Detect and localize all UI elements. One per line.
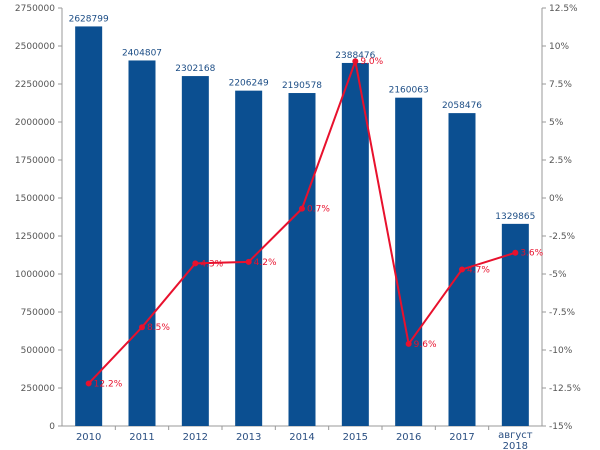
y-left-tick-label: 2000000 [15,118,55,128]
growth-value-label: 9.0% [360,57,383,67]
growth-value-label: 4.2% [254,258,277,268]
x-tick-label: август 2018 [498,430,533,450]
y-left-tick-label: 2250000 [15,80,55,90]
y-left-tick-label: 2750000 [15,4,55,14]
bar [235,90,263,427]
growth-value-label: 9.6% [414,340,437,350]
bar-value-label: 2206249 [229,79,269,89]
y-right-tick-label: -2.5% [549,232,576,242]
bar [395,97,423,427]
chart-axes: 0 250000 500000 750000 1000000 1250000 1500000… [15,4,581,450]
y-right-tick-label: -15% [549,422,573,432]
bar [128,60,156,427]
bar-value-label: 2058476 [442,101,482,111]
bar-value-label: 2190578 [282,81,322,91]
growth-value-label: 0.7% [307,205,330,215]
y-right-tick-label: 12.5% [549,4,578,14]
growth-value-label: 8.5% [147,323,170,333]
x-tick-label: 2015 [343,432,368,443]
x-tick-label: 2012 [183,432,208,443]
bar-value-label: 2388476 [335,51,375,61]
y-left-tick-label: 1750000 [15,156,55,166]
bar [288,93,316,427]
y-left-tick-label: 1500000 [15,194,55,204]
growth-point [352,58,359,65]
line-series [85,57,519,387]
bar [75,26,103,427]
bar-value-label: 1329865 [495,212,535,222]
bar-value-label: 2628799 [69,14,109,24]
y-left-tick-label: 500000 [21,346,56,356]
y-right-tick-label: 10% [549,42,569,52]
growth-point [459,266,465,273]
x-tick-label: 2013 [236,432,261,443]
growth-value-label: 4.3% [200,259,223,269]
growth-value-label: 12.2% [94,379,123,389]
bar-value-label: 2302168 [175,64,215,74]
growth-point [245,258,252,265]
data-labels: 2628799 2404807 2302168 2206249 2190578 23884… [69,14,544,389]
y-left-tick-label: 1000000 [15,270,55,280]
growth-point [139,324,145,331]
growth-point [85,380,92,387]
y-left-tick-label: 1250000 [15,232,55,242]
y-right-tick-label: 7.5% [549,80,572,90]
bar [341,62,369,426]
y-right-tick-label: -10% [549,346,573,356]
bar-value-label: 2160063 [389,86,429,96]
bar-series [75,26,529,427]
bar [181,76,209,426]
growth-point [299,205,305,212]
y-right-tick-label: -5% [549,270,567,280]
y-right-tick-label: 0% [549,194,564,204]
y-left-tick-label: 2500000 [15,42,55,52]
x-tick-label: 2014 [289,432,314,443]
x-tick-label: 2010 [76,432,101,443]
growth-value-label: 4.7% [467,265,490,275]
y-right-tick-label: 5% [549,118,564,128]
y-right-tick-label: 2.5% [549,156,572,166]
y-left-tick-label: 750000 [21,308,56,318]
growth-point [512,249,519,256]
growth-point [192,260,199,267]
y-left-tick-label: 250000 [21,384,56,394]
y-right-tick-label: -7.5% [549,308,576,318]
y-left-tick-label: 0 [49,422,55,432]
x-tick-label: 2011 [129,432,154,443]
x-tick-label: 2016 [396,432,421,443]
growth-value-label: 3.6% [520,249,543,259]
y-right-tick-label: -12.5% [549,384,581,394]
bar-value-label: 2404807 [122,48,162,58]
bar [501,223,529,426]
x-tick-label: 2017 [449,432,474,443]
growth-point [405,340,412,347]
